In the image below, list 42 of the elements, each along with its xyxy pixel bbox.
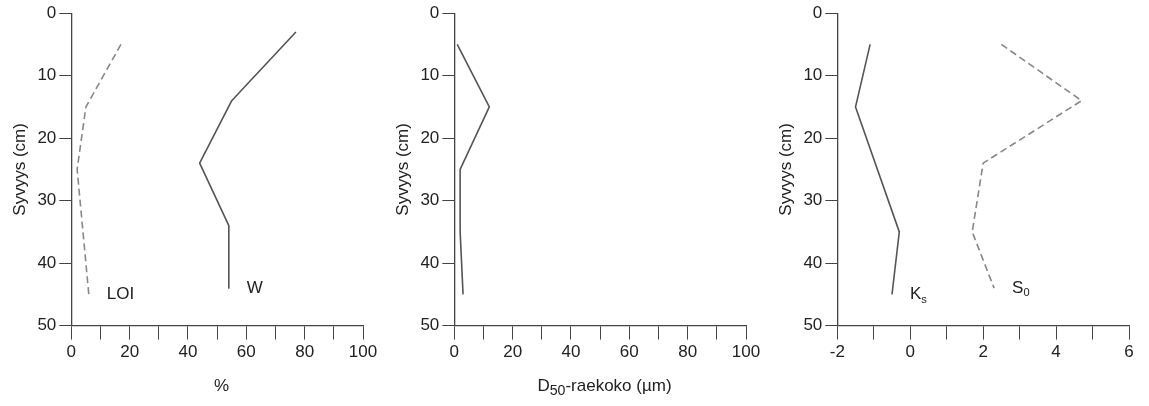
- y-tick-label: 0: [812, 2, 823, 22]
- x-tick-label: 20: [503, 342, 523, 362]
- x-tick-label: 20: [120, 342, 140, 362]
- y-tick-label: 20: [803, 127, 823, 147]
- y-tick-label: 20: [420, 127, 440, 147]
- x-tick-label: 40: [561, 342, 581, 362]
- x-tick-label: 0: [66, 342, 77, 362]
- x-axis-title: %: [212, 376, 231, 396]
- y-tick-label: 10: [420, 65, 440, 85]
- x-tick-label: 100: [348, 342, 378, 362]
- x-tick-label: 0: [905, 342, 915, 362]
- y-tick-label: 0: [429, 2, 440, 22]
- y-tick-label: 30: [420, 190, 440, 210]
- x-tick-label: 4: [1051, 342, 1061, 362]
- y-tick-label: 50: [420, 315, 440, 335]
- y-tick-label: 50: [37, 315, 57, 335]
- x-tick-label: 100: [731, 342, 761, 362]
- y-tick-label: 50: [803, 315, 823, 335]
- y-tick-label: 30: [37, 190, 57, 210]
- y-tick-label: 10: [37, 65, 57, 85]
- x-tick-label: -2: [829, 342, 845, 362]
- y-tick-label: 40: [803, 252, 823, 272]
- y-axis-title: Syvyys (cm): [392, 123, 412, 216]
- y-tick-label: 40: [37, 252, 57, 272]
- y-tick-label: 0: [46, 2, 57, 22]
- y-axis-title: Syvyys (cm): [775, 123, 795, 216]
- x-axis-title: D$_{50}$-raekoko (µm): [536, 376, 673, 399]
- y-tick-label: 20: [37, 127, 57, 147]
- x-tick-label: 0: [449, 342, 460, 362]
- x-tick-label: 60: [619, 342, 639, 362]
- series-label: LOI: [106, 284, 135, 304]
- y-tick-label: 10: [803, 65, 823, 85]
- x-tick-label: 80: [678, 342, 698, 362]
- x-tick-label: 6: [1124, 342, 1134, 362]
- y-axis-title: Syvyys (cm): [9, 123, 29, 216]
- series-label: W: [246, 277, 263, 297]
- x-tick-label: 40: [178, 342, 198, 362]
- x-tick-label: 80: [295, 342, 315, 362]
- y-tick-label: 40: [420, 252, 440, 272]
- x-tick-label: 2: [978, 342, 988, 362]
- y-tick-label: 30: [803, 190, 823, 210]
- x-tick-label: 60: [236, 342, 256, 362]
